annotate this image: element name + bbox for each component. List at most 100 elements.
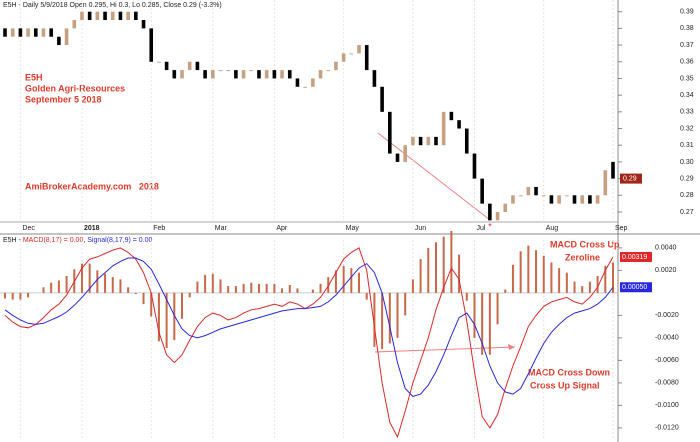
trend-arrow: [374, 346, 516, 353]
trend-arrow: [377, 132, 491, 221]
histogram-bar: [211, 273, 214, 293]
histogram-bar: [527, 245, 530, 293]
histogram-bar: [173, 292, 176, 341]
candle: [64, 28, 69, 46]
candle: [464, 128, 469, 154]
histogram-bar: [181, 292, 184, 319]
candle: [280, 70, 284, 79]
histogram-bar: [388, 292, 391, 344]
last-value-box: [620, 282, 652, 293]
candle: [172, 70, 177, 79]
candle: [472, 153, 477, 179]
candle: [503, 203, 508, 212]
histogram-bar: [450, 231, 453, 293]
annotation: September 5 2018: [25, 94, 102, 104]
y-tick-label: 0.0020: [655, 267, 677, 274]
candle: [549, 195, 554, 204]
candle: [234, 70, 238, 79]
candle: [18, 28, 23, 37]
histogram-bar: [334, 270, 337, 293]
y-tick-label: -0.0080: [655, 380, 679, 387]
candle: [264, 70, 269, 79]
candle: [72, 20, 77, 29]
candle: [157, 61, 161, 63]
x-tick-label: Jun: [415, 225, 426, 232]
x-tick-label: 2018: [84, 225, 100, 232]
y-tick-label: 0.37: [680, 42, 694, 49]
histogram-bar: [427, 247, 430, 293]
histogram-bar: [273, 283, 276, 293]
candle: [226, 70, 230, 72]
candle: [87, 11, 92, 21]
last-value-label: 0.00050: [622, 284, 647, 291]
candle: [334, 61, 338, 71]
histogram-bar: [588, 281, 591, 293]
candle: [418, 136, 423, 146]
candle: [518, 195, 523, 197]
histogram-bar: [65, 276, 68, 293]
candle: [126, 11, 130, 21]
histogram-bar: [365, 292, 368, 300]
candle: [534, 186, 538, 196]
candle: [526, 186, 531, 196]
candle: [103, 11, 107, 21]
x-tick-label: Jul: [476, 225, 485, 232]
histogram-bar: [604, 265, 607, 293]
candle: [495, 211, 500, 221]
histogram-bar: [404, 292, 407, 316]
last-value-box: [620, 173, 642, 184]
candle: [295, 78, 300, 87]
histogram-bar: [204, 274, 207, 293]
annotation: E5H: [25, 72, 43, 82]
histogram-bar: [511, 264, 514, 293]
histogram-bar: [242, 283, 245, 293]
histogram-bar: [265, 283, 268, 293]
macd-line: [4, 247, 614, 439]
histogram-bar: [111, 277, 114, 293]
y-tick-label: 0.32: [680, 125, 694, 132]
histogram-bar: [311, 289, 314, 293]
candle: [441, 111, 446, 146]
annotation: Zeroline: [565, 252, 600, 262]
histogram-bar: [281, 288, 284, 293]
candle: [287, 70, 292, 79]
y-tick-label: 0.31: [680, 142, 694, 149]
histogram-bar: [50, 282, 53, 293]
last-value-box: [620, 251, 652, 262]
histogram-bar: [612, 262, 614, 293]
candle: [488, 203, 492, 221]
candle: [311, 78, 315, 87]
histogram-bar: [257, 283, 260, 293]
histogram-bar: [419, 259, 422, 293]
histogram-bar: [88, 263, 91, 293]
title-part: Signal(8,17,9) = 0.00: [87, 237, 152, 244]
histogram-bar: [96, 270, 99, 293]
candle: [272, 70, 277, 79]
histogram-bar: [27, 292, 30, 298]
histogram-bar: [342, 265, 345, 293]
candle: [580, 195, 585, 204]
y-tick-label: -0.0100: [655, 402, 679, 409]
histogram-bar: [381, 292, 384, 350]
histogram-bar: [550, 262, 553, 293]
histogram-bar: [119, 279, 122, 293]
title-part: MACD(8,17) = 0.00: [23, 237, 84, 244]
macd-title: E5H - MACD(8,17) = 0.00, Signal(8,17,9) …: [3, 237, 153, 244]
histogram-bar: [19, 292, 22, 300]
y-tick-label: -0.0020: [655, 312, 679, 319]
title-part: ,: [83, 237, 87, 244]
histogram-bar: [250, 282, 253, 293]
histogram-bar: [234, 286, 237, 293]
candle: [434, 136, 438, 146]
histogram-bar: [535, 250, 538, 293]
candle: [41, 28, 46, 37]
candle: [249, 70, 254, 72]
histogram-bar: [565, 272, 568, 293]
candle: [10, 28, 15, 37]
histogram-bar: [350, 268, 353, 293]
histogram-bar: [542, 255, 545, 293]
x-tick-label: Sep: [615, 225, 628, 232]
candle: [326, 70, 331, 72]
candle: [134, 11, 138, 21]
x-tick-label: May: [346, 225, 360, 232]
